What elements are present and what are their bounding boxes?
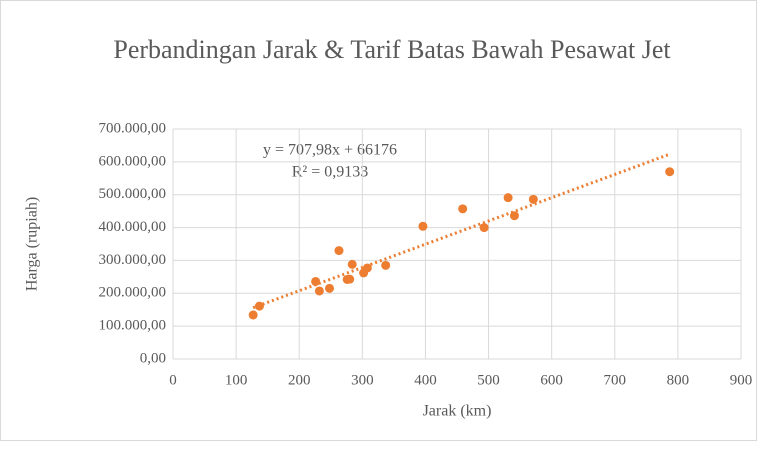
data-point xyxy=(334,246,344,256)
data-point xyxy=(362,263,372,273)
data-point xyxy=(665,167,675,177)
data-point xyxy=(509,211,519,221)
data-point xyxy=(503,193,513,203)
x-tick-label: 600 xyxy=(540,372,563,388)
y-tick-label: 0,00 xyxy=(140,350,166,366)
x-tick-label: 200 xyxy=(288,372,311,388)
data-point xyxy=(345,274,355,284)
data-point xyxy=(347,259,357,269)
y-axis-label: Harga (rupiah) xyxy=(24,197,41,291)
trendline xyxy=(252,152,671,310)
y-tick-label: 100.000,00 xyxy=(99,318,167,334)
x-axis-label: Jarak (km) xyxy=(423,403,492,420)
x-tick-label: 700 xyxy=(604,372,627,388)
y-tick-label: 300.000,00 xyxy=(99,252,167,268)
data-point xyxy=(479,223,489,233)
x-tick-label: 300 xyxy=(351,372,374,388)
y-tick-label: 700.000,00 xyxy=(99,120,167,136)
x-tick-label: 800 xyxy=(667,372,690,388)
data-point xyxy=(311,276,321,286)
y-tick-label: 600.000,00 xyxy=(99,153,167,169)
trendline-equation: y = 707,98x + 66176 xyxy=(263,142,397,159)
y-tick-label: 500.000,00 xyxy=(99,186,167,202)
x-tick-label: 400 xyxy=(414,372,437,388)
data-point xyxy=(418,221,428,231)
x-tick-label: 100 xyxy=(225,372,248,388)
data-point xyxy=(248,310,258,320)
data-point xyxy=(254,301,264,311)
data-point xyxy=(314,286,324,296)
data-point xyxy=(528,194,538,204)
y-tick-label: 200.000,00 xyxy=(99,285,167,301)
trendline-r2: R² = 0,9133 xyxy=(292,164,369,181)
data-point xyxy=(325,283,335,293)
chart-title: Perbandingan Jarak & Tarif Batas Bawah P… xyxy=(113,35,671,64)
y-tick-label: 400.000,00 xyxy=(99,219,167,235)
chart-border xyxy=(0,0,757,441)
data-point xyxy=(381,260,391,270)
data-point xyxy=(458,204,468,214)
x-tick-label: 0 xyxy=(169,372,177,388)
x-tick-label: 500 xyxy=(477,372,500,388)
x-tick-label: 900 xyxy=(730,372,753,388)
